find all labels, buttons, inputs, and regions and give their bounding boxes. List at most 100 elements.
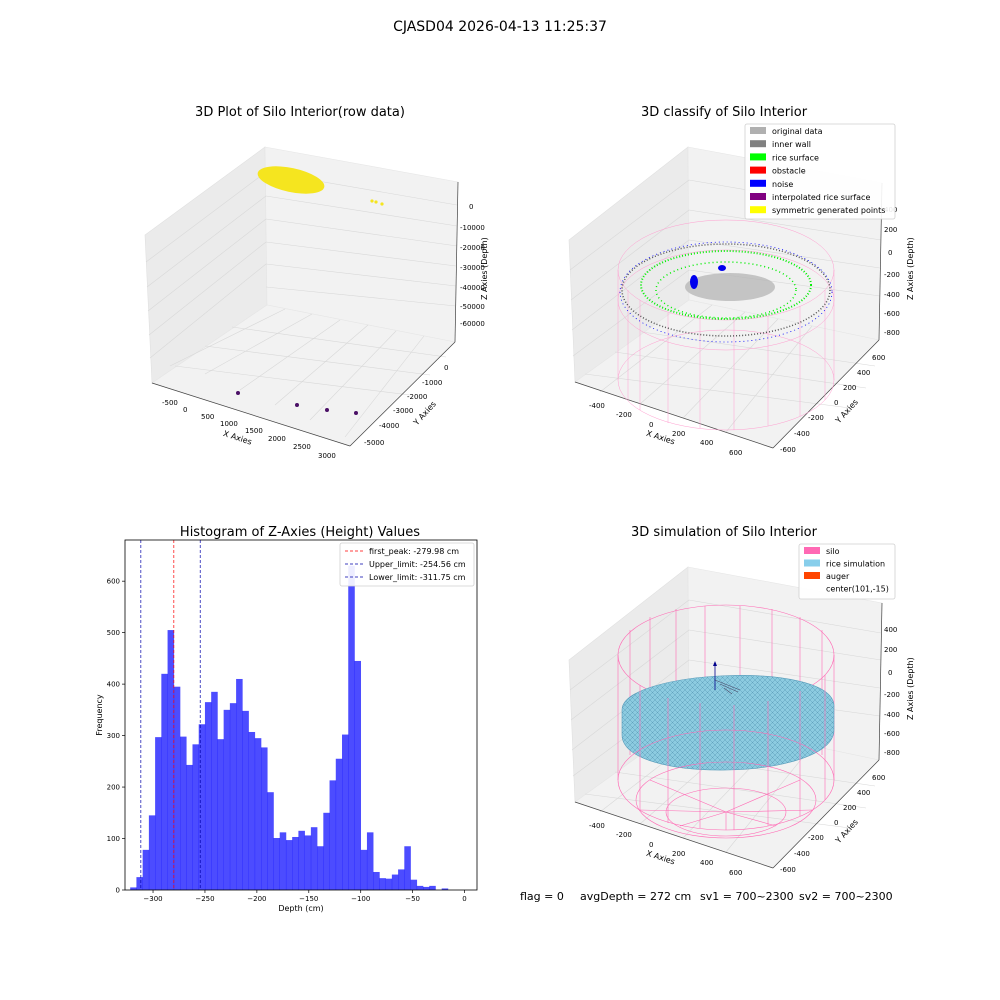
y-tick-label: 0 (116, 887, 120, 895)
legend-label: noise (772, 180, 793, 189)
z-tick-label: 200 (884, 646, 897, 654)
legend-swatch (750, 166, 766, 174)
histogram-bar (379, 878, 386, 890)
z-tick-label: 0 (888, 249, 892, 257)
histogram-bar (155, 737, 162, 890)
z-tick-label: 0 (469, 203, 473, 211)
histogram-bar (285, 840, 293, 890)
z-tick-label: -200 (884, 691, 900, 699)
z-tick-label: 0 (888, 669, 892, 677)
histogram-bar (148, 815, 156, 890)
flag-text: flag = 0 (520, 890, 564, 903)
y-tick-label: -600 (780, 446, 796, 454)
legend-swatch (750, 140, 766, 148)
z-axis-label: Z Axies (Depth) (906, 657, 915, 720)
status-footer: flag = 0 avgDepth = 272 cm sv1 = 700~230… (520, 890, 893, 903)
x-tick-label: 0 (183, 406, 187, 414)
histogram-bar (416, 885, 424, 890)
raw-point (374, 200, 378, 204)
x-tick-label: -500 (162, 399, 178, 407)
y-tick-label: -1000 (422, 379, 442, 387)
histogram-bar (248, 731, 256, 890)
z-tick-labels: 400 200 0 -200 -400 -600 -800 (884, 626, 900, 757)
legend-label: auger (826, 572, 850, 581)
x-axis-line (574, 801, 774, 869)
histogram-bar (310, 827, 318, 890)
histogram-bar (329, 780, 337, 890)
y-tick-labels: 0 -1000 -2000 -3000 -4000 -5000 (364, 364, 448, 447)
histogram-bar (211, 691, 218, 890)
legend-label: inner wall (772, 140, 811, 149)
z-tick-labels: 400 200 0 -200 -400 -600 -800 (884, 206, 900, 337)
x-tick-label: 1000 (220, 420, 238, 428)
histogram-bar (323, 812, 330, 890)
legend-swatch (804, 572, 820, 579)
y-tick-label: 200 (107, 784, 120, 792)
x-tick-labels: -500 0 500 1000 1500 2000 2500 3000 (162, 399, 336, 460)
y-tick-label: -600 (780, 866, 796, 874)
avg-depth-text: avgDepth = 272 cm (580, 890, 691, 903)
y-axis-line (772, 339, 880, 449)
legend-box (798, 543, 896, 600)
chart-title: 3D Plot of Silo Interior(row data) (195, 105, 405, 120)
y-tick-label: -200 (808, 414, 824, 422)
y-tick-label: 400 (107, 681, 120, 689)
histogram-bar (180, 736, 187, 890)
z-axis-line (454, 181, 459, 343)
y-tick-label: 200 (843, 384, 856, 392)
z-tick-label: -600 (884, 310, 900, 318)
histogram-bar (348, 565, 355, 890)
histogram-bar (317, 846, 324, 890)
y-tick-label: 0 (834, 399, 838, 407)
histogram-bar (335, 758, 343, 890)
y-tick-label: -400 (794, 430, 810, 438)
y-ticks: 0 100 200 300 400 500 600 (107, 578, 125, 895)
z-tick-label: 400 (884, 626, 897, 634)
x-tick-label: -200 (616, 411, 632, 419)
x-tick-label: 200 (672, 430, 685, 438)
y-tick-label: 600 (872, 354, 885, 362)
legend-label: silo (826, 547, 840, 556)
center-marker (713, 661, 717, 666)
histogram-bar (385, 878, 393, 890)
histogram-bar (441, 888, 449, 890)
x-tick-label: 2500 (293, 443, 311, 451)
figure-suptitle: CJASD04 2026-04-13 11:25:37 (393, 19, 607, 35)
panel-simulation-3d: 3D simulation of Silo Interior (568, 525, 915, 877)
y-tick-label: -5000 (364, 439, 384, 447)
legend-label: rice simulation (826, 560, 885, 569)
legend-label: Lower_limit: -311.75 cm (369, 573, 466, 582)
raw-point-cluster (257, 166, 325, 194)
x-tick-label: -200 (616, 831, 632, 839)
raw-point (380, 202, 384, 206)
panel-classify-3d: 3D classify of Silo Interior (568, 105, 915, 457)
z-tick-label: -60000 (460, 320, 485, 328)
y-tick-label: -400 (794, 850, 810, 858)
x-axis-label: Depth (cm) (278, 904, 323, 913)
outlier-point (295, 403, 299, 407)
y-tick-label: 0 (444, 364, 448, 372)
legend-label: interpolated rice surface (772, 193, 870, 202)
silo-wireframe-front (617, 675, 835, 839)
histogram-bar (391, 874, 399, 890)
grid-lines (145, 171, 458, 438)
legend-label: symmetric generated points (772, 206, 885, 215)
y-tick-label: 600 (872, 774, 885, 782)
z-tick-label: -400 (884, 711, 900, 719)
x-tick-label: -400 (589, 822, 605, 830)
x-tick-label: −200 (247, 895, 266, 903)
histogram-bar (298, 830, 305, 890)
z-tick-label: -40000 (460, 284, 485, 292)
x-tick-label: 600 (729, 869, 742, 877)
histogram-bar (304, 835, 312, 890)
legend-label: rice surface (772, 153, 819, 162)
x-tick-label: 2000 (268, 435, 286, 443)
x-tick-label: −150 (299, 895, 318, 903)
legend-box (744, 123, 896, 220)
histogram-bar (198, 724, 206, 890)
x-axis-line (151, 382, 351, 447)
chart-title: Histogram of Z-Axies (Height) Values (180, 525, 420, 540)
legend-label: first_peak: -279.98 cm (369, 547, 459, 556)
histogram-bar (192, 744, 200, 890)
